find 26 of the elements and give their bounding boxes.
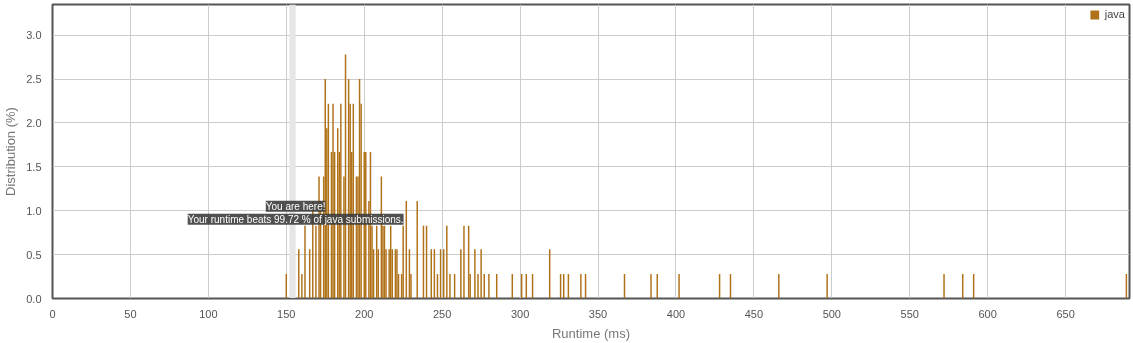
x-tick-label: 400 [666,307,686,320]
annotation: Your runtime beats 99.72 % of java submissions. [187,213,404,225]
x-tick-label: 100 [199,307,218,320]
x-tick-label: 200 [355,307,374,320]
x-tick-label: 500 [822,307,841,320]
x-tick-label: 50 [124,307,137,320]
y-tick-label: 3.0 [26,29,42,42]
x-tick-label: 650 [1056,307,1075,320]
x-axis-title: Runtime (ms) [552,325,631,341]
x-tick-label: 0 [49,307,56,320]
y-tick-label: 1.5 [26,160,42,173]
x-tick-label: 150 [277,307,296,320]
x-tick-label: 600 [978,307,997,320]
y-tick-label: 2.5 [26,73,42,86]
y-tick-label: 2.0 [26,116,42,129]
x-tick-label: 250 [432,307,452,320]
x-tick-label: 450 [744,307,764,320]
x-tick-label: 300 [510,307,530,320]
y-tick-label: 0.5 [26,248,42,261]
x-tick-label: 350 [588,307,608,320]
annotation: You are here! [265,200,326,212]
x-tick-label: 550 [900,307,919,320]
y-tick-label: 1.0 [26,204,42,217]
legend-label: java [1104,8,1125,20]
y-tick-label: 0.0 [26,292,42,305]
y-axis-title: Distribution (%) [3,107,19,196]
